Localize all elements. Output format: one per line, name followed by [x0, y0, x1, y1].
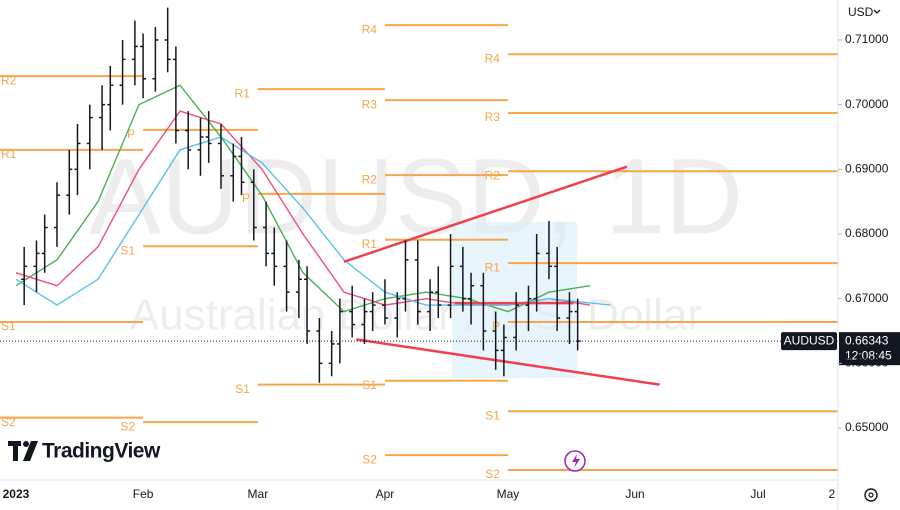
pivot-label: S1	[362, 378, 377, 392]
pivot-label: R1	[485, 260, 501, 274]
brand: TradingView	[42, 440, 161, 463]
pivot-label: R2	[485, 168, 501, 182]
pivot-label: S1	[235, 382, 250, 396]
moving-average	[15, 136, 611, 306]
last-price-label: 0.66343	[845, 333, 889, 347]
pivot-label: R2	[1, 73, 17, 87]
logo: TradingView	[8, 440, 161, 463]
pivot-label: S2	[485, 467, 500, 481]
pivot-label: R1	[235, 86, 251, 100]
currency-chevron[interactable]	[873, 9, 881, 14]
countdown: 12:08:45	[845, 348, 892, 362]
y-tick-label: 0.71000	[845, 32, 889, 46]
currency: USD	[848, 5, 874, 19]
symbol-label: AUDUSD	[784, 333, 835, 347]
pivot-label: P	[242, 191, 250, 205]
x-tick-label: 2023	[3, 487, 30, 501]
y-tick-label: 0.68000	[845, 226, 889, 240]
event-icon[interactable]	[564, 450, 586, 472]
trendline	[343, 165, 628, 263]
pivot-label: S1	[120, 243, 135, 257]
logo-mark	[23, 441, 29, 447]
y-tick-label: 0.65000	[845, 420, 889, 434]
settings-icon[interactable]	[864, 488, 878, 502]
symbol-box	[781, 332, 837, 351]
pivot-label: R3	[362, 97, 378, 111]
pivot-label: R2	[362, 172, 378, 186]
pivot-label: S2	[362, 452, 377, 466]
logo-mark	[23, 441, 38, 461]
x-tick-label: Apr	[376, 487, 395, 501]
event-bolt	[572, 454, 580, 468]
pivot-label: P	[127, 127, 135, 141]
pivot-label: S2	[1, 415, 16, 429]
watermark-sub: Australian Dollar / U.S. Dollar	[130, 291, 702, 340]
y-tick-label: 0.70000	[845, 97, 889, 111]
price-box	[839, 332, 900, 366]
pivot-label: S2	[120, 419, 135, 433]
x-tick-label: Feb	[133, 487, 154, 501]
settings-hub	[868, 492, 874, 498]
x-tick-label: 2	[829, 487, 836, 501]
pivot-label: S1	[485, 408, 500, 422]
trendline	[356, 338, 660, 386]
plot: R2R1S1S2PS1S2R1PS1R4R3R2R1S1S2R4R3R2R1PS…	[0, 7, 838, 481]
moving-average	[15, 84, 591, 313]
pivot-label: R4	[485, 51, 501, 65]
pivot-label: R1	[362, 237, 378, 251]
x-tick-label: Mar	[248, 487, 269, 501]
y-tick-label: 0.66000	[845, 356, 889, 370]
pivot-label: R4	[362, 22, 378, 36]
x-tick-label: Jul	[750, 487, 765, 501]
x-tick-label: May	[497, 487, 520, 501]
y-tick-label: 0.67000	[845, 291, 889, 305]
x-tick-label: Jun	[625, 487, 644, 501]
pivot-label: R3	[485, 110, 501, 124]
y-tick-label: 0.69000	[845, 161, 889, 175]
pivot-label: S1	[1, 319, 16, 333]
settings-ring[interactable]	[864, 488, 878, 502]
logo-mark	[13, 441, 18, 461]
pivot-label: R1	[1, 147, 17, 161]
